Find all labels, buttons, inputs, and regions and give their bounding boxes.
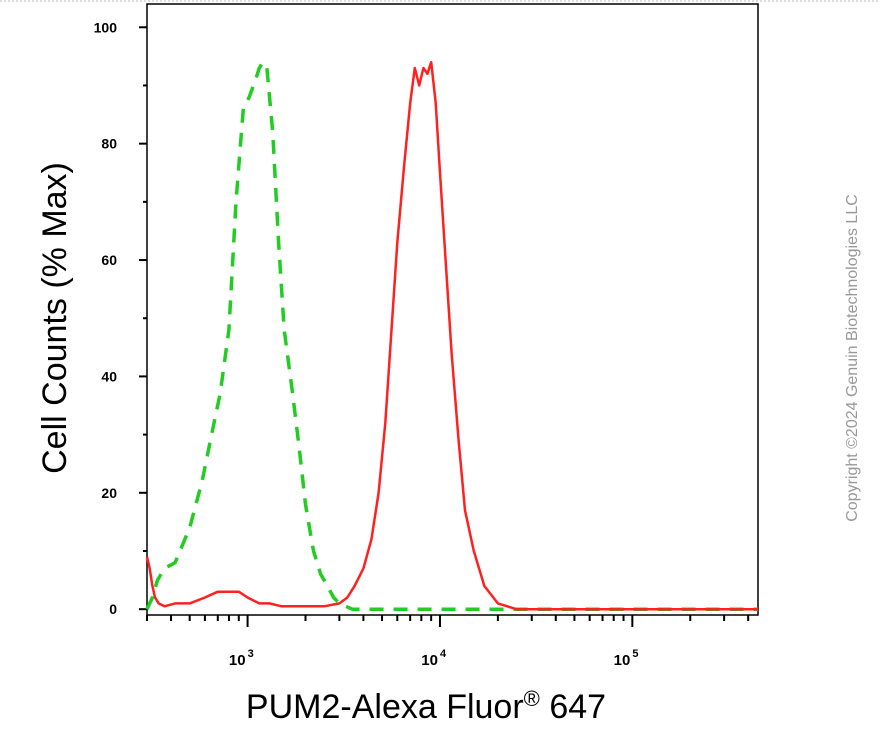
series-line-solid (145, 60, 758, 611)
x-axis-label-tail: 647 (540, 688, 606, 726)
x-axis-label-sup: ® (524, 686, 540, 711)
x-tick-label-exponent: 3 (248, 648, 254, 660)
x-axis-label: PUM2-Alexa Fluor® 647 (246, 686, 606, 726)
y-tick-label: 100 (94, 19, 118, 35)
x-tick-label: 10 (421, 652, 438, 669)
x-tick-label-exponent: 5 (632, 648, 638, 660)
x-tick-label-exponent: 4 (440, 648, 447, 660)
y-tick-label: 80 (101, 136, 117, 152)
y-tick-label: 60 (101, 252, 117, 268)
x-tick-label: 10 (229, 652, 246, 669)
y-axis-label: Cell Counts (% Max) (36, 162, 74, 474)
copyright-watermark: Copyright ©2024 Genuin Biotechnologies L… (844, 194, 861, 522)
x-tick-label: 10 (614, 652, 631, 669)
series-line-dashed (145, 60, 758, 611)
y-tick-label: 40 (101, 368, 117, 384)
y-tick-label: 20 (101, 485, 117, 501)
y-tick-label: 0 (109, 601, 117, 617)
plot-frame (146, 3, 759, 616)
x-axis-label-main: PUM2-Alexa Fluor (246, 688, 524, 726)
